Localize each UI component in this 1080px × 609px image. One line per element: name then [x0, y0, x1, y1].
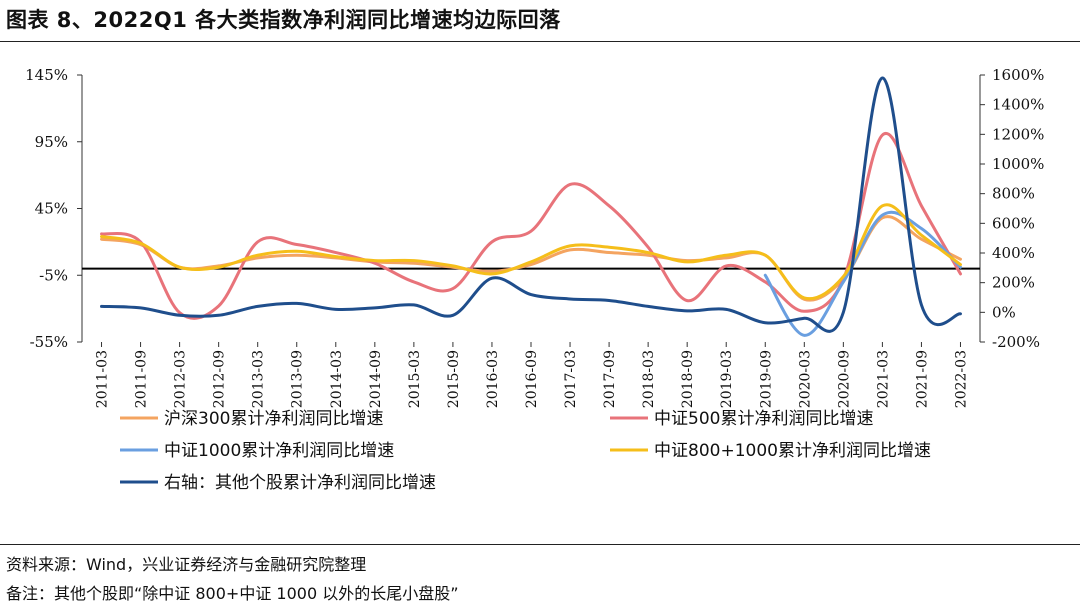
x-tick-label: 2013-03 — [251, 350, 267, 408]
right-tick-label: 600% — [992, 214, 1035, 232]
top-divider — [0, 41, 1080, 42]
x-tick-label: 2020-09 — [836, 350, 852, 408]
x-tick-label: 2016-03 — [485, 350, 501, 408]
x-tick-label: 2011-03 — [95, 350, 111, 408]
right-tick-label: 1000% — [992, 155, 1044, 173]
right-tick-label: 1600% — [992, 66, 1044, 84]
series-line — [763, 210, 962, 337]
left-tick-label: -5% — [39, 266, 68, 284]
right-tick-label: 200% — [992, 274, 1035, 292]
x-tick-label: 2017-03 — [563, 350, 579, 408]
x-tick-label: 2021-03 — [875, 350, 891, 408]
right-tick-label: 0% — [992, 303, 1016, 321]
x-tick-label: 2015-03 — [407, 350, 423, 408]
x-tick-label: 2012-03 — [173, 350, 189, 408]
x-tick-label: 2014-09 — [368, 350, 384, 408]
x-tick-label: 2018-03 — [641, 350, 657, 408]
left-tick-label: 145% — [25, 66, 68, 84]
right-tick-label: 400% — [992, 244, 1035, 262]
x-tick-label: 2017-09 — [602, 350, 618, 408]
x-tick-label: 2019-09 — [758, 350, 774, 408]
chart-legend: 沪深300累计净利润同比增速 中证500累计净利润同比增速中证1000累计净利润同… — [120, 409, 931, 493]
footnote: 备注：其他个股即“除中证 800+中证 1000 以外的长尾小盘股” — [6, 584, 459, 603]
x-tick-label: 2013-09 — [290, 350, 306, 408]
right-tick-label: 1200% — [992, 125, 1044, 143]
x-tick-label: 2021-09 — [914, 350, 930, 408]
chart-axes: -55% -5% 45% 95% 145% -200% 0% 200% 400% 600% 800%… — [25, 66, 1044, 408]
x-tick-label: 2014-03 — [329, 350, 345, 408]
x-tick-label: 2011-09 — [134, 350, 150, 408]
right-tick-label: 800% — [992, 185, 1035, 203]
chart-series — [100, 76, 962, 337]
series-line — [100, 203, 962, 301]
x-tick-label: 2016-09 — [524, 350, 540, 408]
right-tick-label: 1400% — [992, 96, 1044, 114]
right-tick-label: -200% — [992, 333, 1040, 351]
legend-label: 中证1000累计净利润同比增速 — [164, 441, 394, 461]
x-tick-label: 2018-09 — [680, 350, 696, 408]
legend-label: 中证800+1000累计净利润同比增速 — [654, 441, 931, 461]
left-tick-label: 45% — [35, 200, 68, 218]
line-chart: -55% -5% 45% 95% 145% -200% 0% 200% 400% 600% 800%… — [25, 66, 1044, 493]
series-line — [100, 76, 962, 333]
source-note: 资料来源：Wind，兴业证券经济与金融研究院整理 — [6, 555, 367, 574]
x-tick-label: 2020-03 — [797, 350, 813, 408]
x-tick-label: 2022-03 — [953, 350, 969, 408]
x-tick-label: 2019-03 — [719, 350, 735, 408]
legend-label: 中证500累计净利润同比增速 — [654, 409, 873, 429]
bottom-divider — [0, 544, 1080, 545]
left-tick-label: -55% — [30, 333, 68, 351]
chart-title: 图表 8、2022Q1 各大类指数净利润同比增速均边际回落 — [6, 8, 561, 32]
legend-label: 右轴：其他个股累计净利润同比增速 — [164, 473, 436, 493]
x-tick-label: 2012-09 — [212, 350, 228, 408]
left-tick-label: 95% — [35, 133, 68, 151]
legend-label: 沪深300累计净利润同比增速 — [164, 409, 383, 429]
x-tick-label: 2015-09 — [446, 350, 462, 408]
